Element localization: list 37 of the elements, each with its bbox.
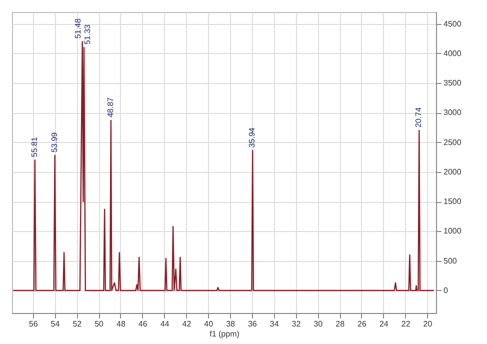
annotation: 51.33	[82, 24, 92, 45]
x-tick-label: 54	[50, 320, 60, 328]
x-tick-label: 24	[379, 320, 389, 328]
x-tick-label: 20	[423, 320, 433, 328]
annotation: 20.74	[414, 106, 424, 128]
x-tick-label: 34	[270, 320, 280, 328]
annotation: 53.99	[50, 132, 59, 152]
annotation: 35.94	[248, 127, 257, 148]
y-tick-label: 1500	[444, 197, 462, 206]
x-tick-label: 32	[292, 320, 302, 328]
x-tick-label: 22	[401, 320, 411, 328]
y-tick-label: 3000	[444, 108, 462, 118]
x-tick-label: 56	[28, 320, 38, 328]
y-tick-label: 4000	[444, 48, 462, 58]
x-tick-label: 40	[204, 320, 214, 328]
x-tick-label: 52	[72, 320, 82, 328]
y-tick-label: 500	[444, 256, 458, 266]
x-tick-label: 38	[226, 320, 236, 328]
annotation: 55.81	[30, 136, 39, 158]
x-tick-label: 48	[116, 320, 126, 328]
y-tick-label: 0	[444, 286, 448, 295]
x-tick-label: 42	[182, 320, 192, 328]
annotation: 51.48	[73, 18, 82, 39]
y-tick-label: 1000	[444, 226, 462, 236]
y-tick-label: 4500	[444, 19, 462, 28]
x-tick-label: 44	[160, 320, 170, 328]
y-tick-label: 2500	[444, 138, 462, 147]
x-tick-label: 36	[248, 320, 258, 328]
x-tick-label: 50	[94, 320, 104, 328]
x-tick-label: 30	[314, 320, 324, 328]
y-tick-label: 2000	[444, 167, 462, 176]
x-axis-title: f1 (ppm)	[210, 330, 240, 338]
x-tick-label: 46	[138, 320, 148, 328]
y-tick-label: 3500	[444, 78, 462, 88]
annotation: 48.87	[106, 96, 115, 118]
x-tick-label: 26	[358, 320, 367, 328]
x-tick-label: 28	[336, 320, 346, 328]
